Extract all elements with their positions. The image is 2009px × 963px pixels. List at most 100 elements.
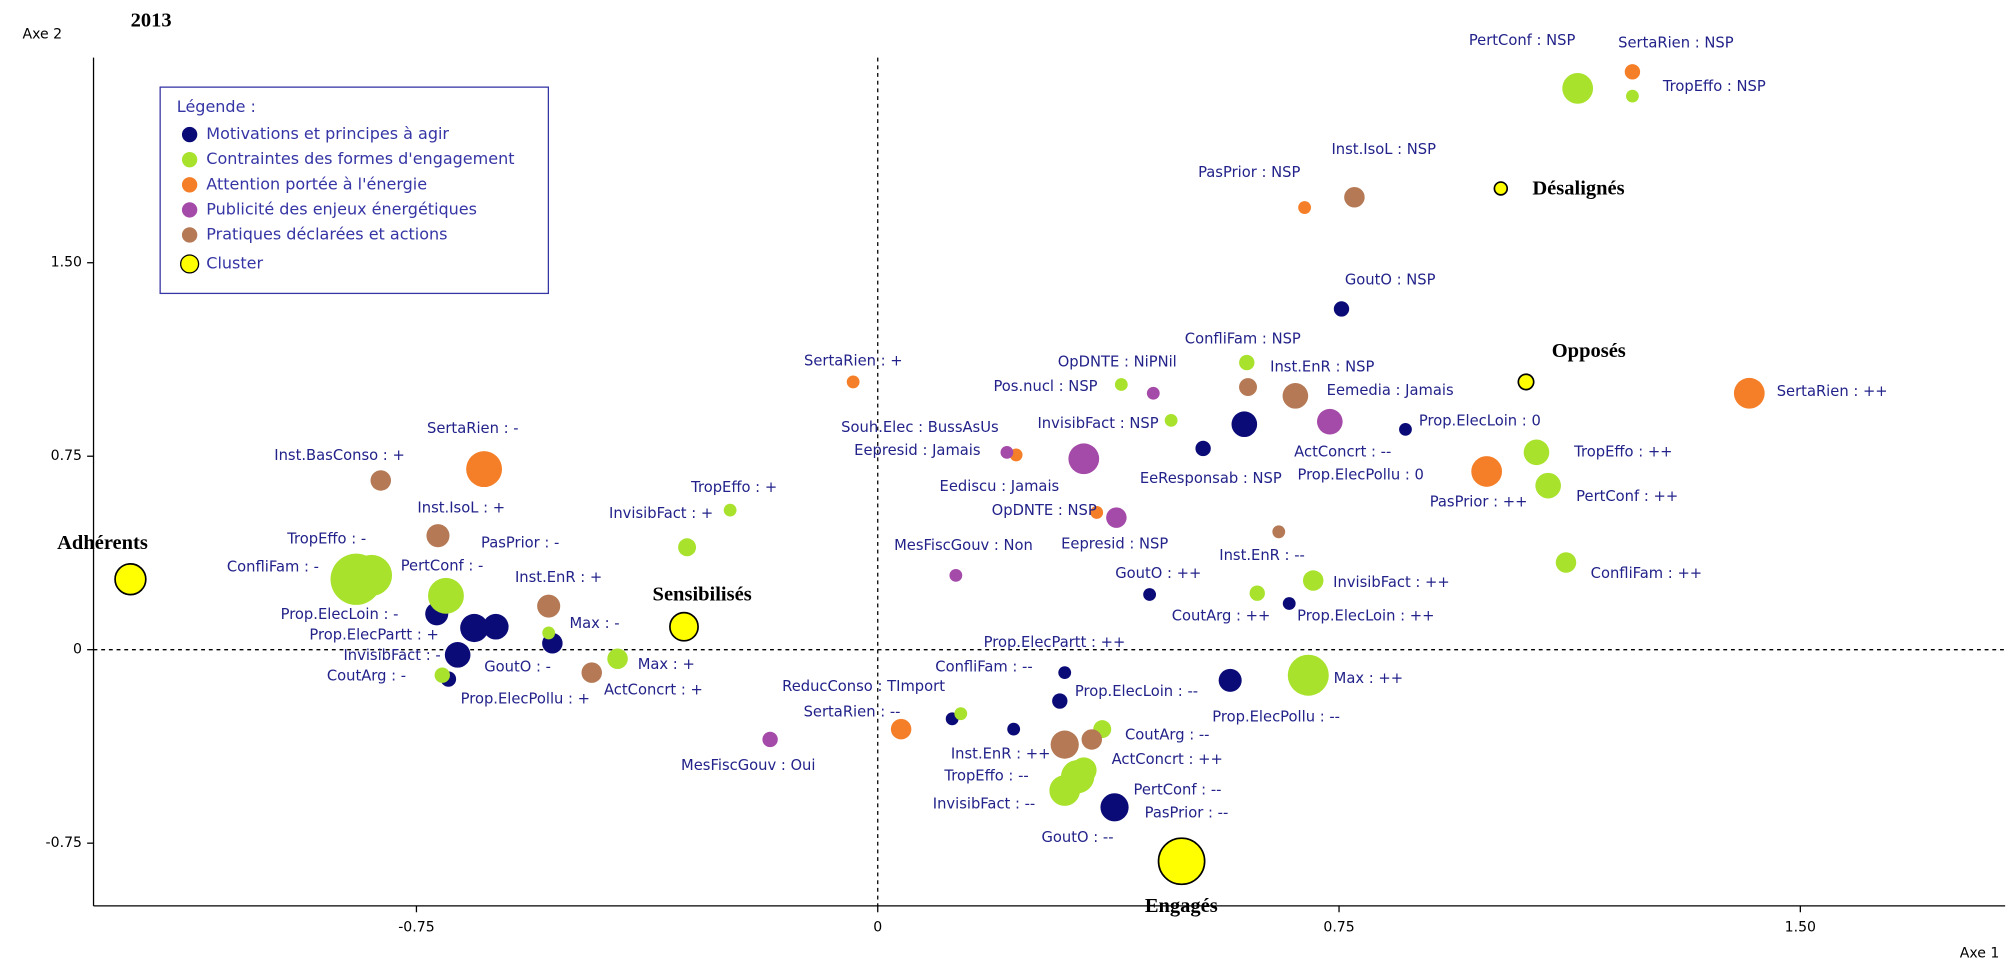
legend-box [159,86,550,295]
legend-label: Publicité des enjeux énergétiques [206,199,477,218]
legend-marker [181,177,198,193]
point [1000,445,1014,459]
point [949,568,963,582]
point-label: PasPrior : NSP [1198,164,1300,181]
point [678,538,697,557]
point-label: GoutO : - [484,659,551,676]
point-label: TropEffo : ++ [1573,443,1672,460]
point-label: Inst.IsoL : + [417,500,505,517]
point [542,626,556,640]
point-label: CoutArg : - [327,668,406,685]
point-label: GoutO : NSP [1345,272,1436,289]
point [1287,654,1329,696]
x-tick-label: 0 [873,920,882,936]
x-tick-label: 0.75 [1323,920,1354,936]
x-tick-label: -0.75 [398,920,434,936]
point-label: InvisibFact : ++ [1333,574,1450,591]
point [1007,722,1021,736]
point [1399,422,1412,436]
point [1555,552,1577,573]
point [1624,64,1641,80]
point-label: Prop.ElecLoin : ++ [1297,607,1434,624]
point [370,470,392,491]
point [1049,775,1081,806]
cluster-label: Sensibilisés [653,583,752,605]
point [890,718,912,740]
cluster-point [1517,373,1535,391]
point-label: Eediscu : Jamais [940,478,1060,495]
point-label: SertaRien : -- [804,703,901,720]
point-label: PertConf : -- [1133,782,1221,799]
point-label: Pos.nucl : NSP [993,378,1097,395]
point-label: Prop.ElecPollu : + [461,691,590,708]
point [1626,89,1639,103]
point-label: ActConcrt : ++ [1112,751,1223,768]
legend-title: Légende : [177,97,256,116]
point [426,524,450,548]
point [1218,668,1242,692]
point-label: PertConf : - [401,557,484,574]
point [1100,793,1129,822]
point [444,642,471,668]
point-label: SertaRien : + [804,352,903,369]
point [1164,413,1178,427]
point-label: SertaRien : NSP [1618,35,1734,52]
y-tick-label: 1.50 [51,255,82,271]
legend-marker [180,254,200,274]
point-label: Inst.EnR : -- [1219,547,1305,564]
point [1272,525,1286,539]
point-label: CoutArg : ++ [1172,607,1271,624]
point [1052,693,1068,709]
cluster-label: Adhérents [57,532,148,554]
point-label: TropEffo : -- [943,767,1028,784]
point [1282,597,1296,610]
point-label: Prop.ElecPartt : + [309,627,438,644]
point [1302,570,1324,591]
point-label: ReducConso : TImport [782,678,945,695]
point [1733,377,1765,409]
chart-title: 2013 [131,9,172,31]
point-label: Inst.EnR : ++ [951,746,1051,763]
point-label: Eemedia : Jamais [1327,382,1454,399]
legend-label: Attention portée à l'énergie [206,174,427,193]
point [1058,666,1072,680]
point-label: ConfliFam : ++ [1591,565,1702,582]
point-label: MesFiscGouv : Non [894,537,1033,554]
point-label: GoutO : -- [1042,829,1114,846]
point [1050,730,1079,759]
point [482,613,509,640]
legend-label: Motivations et principes à agir [206,124,449,143]
point [1231,411,1258,438]
point-label: InvisibFact : -- [933,796,1036,813]
point [607,648,628,669]
point [1239,378,1257,397]
point [466,451,503,488]
legend-marker [181,126,198,143]
point-label: EeResponsab : NSP [1140,470,1282,487]
point-label: GoutO : ++ [1115,565,1201,582]
point-label: Inst.BasConso : + [274,447,405,464]
point [1106,507,1127,528]
point [434,667,450,683]
point [1070,757,1097,783]
point-label: Prop.ElecPollu : 0 [1297,466,1423,483]
point [351,554,393,596]
point [1562,72,1594,104]
point [954,707,968,721]
legend-label: Cluster [206,253,263,272]
point-label: Prop.ElecPartt : ++ [984,634,1126,651]
legend-marker [181,202,198,218]
point [428,577,464,614]
point [581,662,602,683]
point-label: InvisibFact : - [343,647,440,664]
point [1068,443,1100,475]
point [1249,585,1265,601]
y-tick-label: 0 [73,642,82,658]
point [1333,301,1350,317]
cluster-point [114,563,147,596]
legend-marker [181,227,198,243]
point-label: InvisibFact : NSP [1037,415,1158,432]
point [1523,439,1550,466]
point-label: TropEffo : + [690,479,777,496]
point [723,503,737,517]
